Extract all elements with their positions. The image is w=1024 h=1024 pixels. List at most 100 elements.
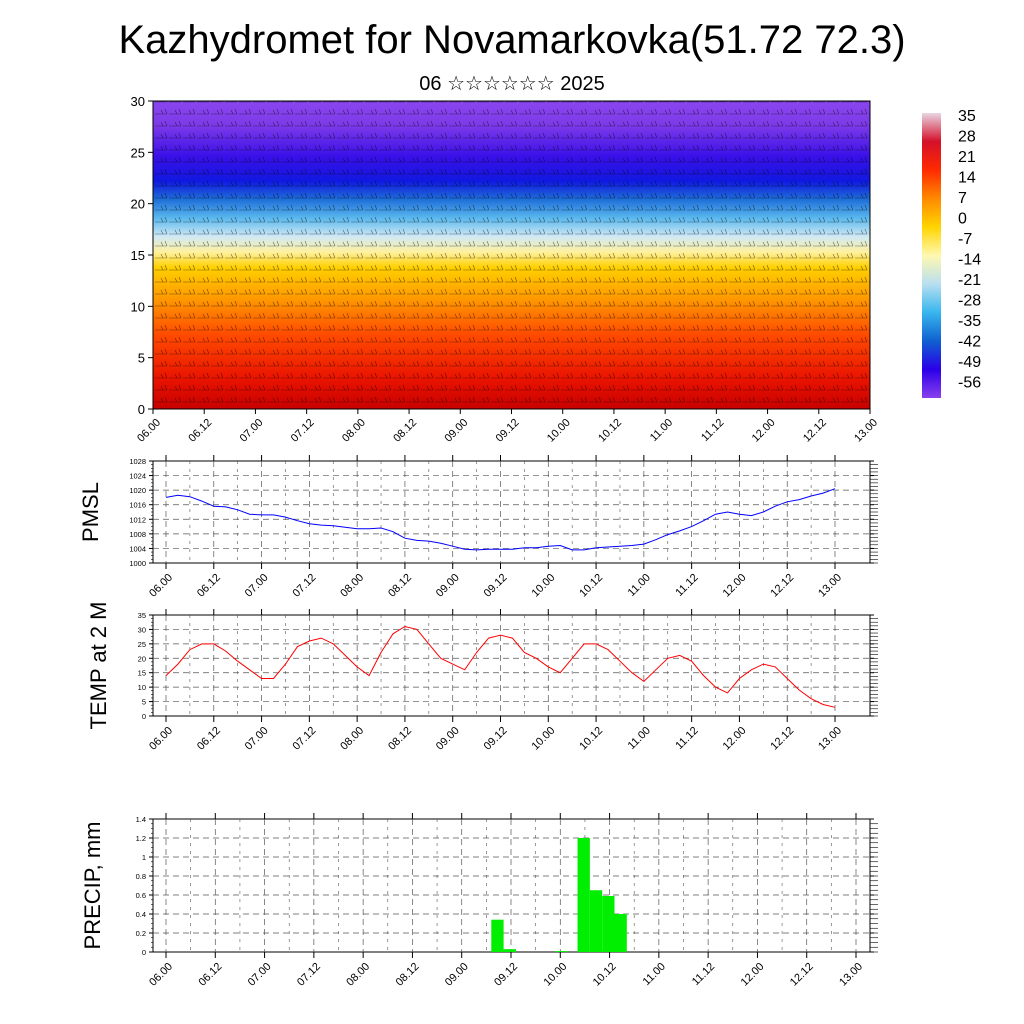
y-tick-label: 15 — [138, 669, 146, 678]
y-tick-label: 10 — [138, 683, 146, 692]
x-tick-label: 12.00 — [739, 961, 767, 989]
x-tick-label: 08.00 — [344, 961, 372, 989]
y-tick-label: 25 — [131, 145, 145, 160]
x-tick-label: 13.00 — [816, 725, 844, 753]
x-tick-label: 09.12 — [482, 725, 510, 753]
y-tick-label: 35 — [138, 611, 146, 620]
y-tick-label: 0 — [142, 948, 146, 957]
plot-frame — [152, 818, 871, 953]
x-tick-label: 11.12 — [673, 725, 700, 752]
x-tick-label: 09.12 — [494, 417, 522, 445]
precip-bar — [614, 914, 627, 952]
colorbar-label: -42 — [958, 334, 981, 351]
precip-bar — [602, 895, 615, 952]
x-tick-label: 09.00 — [434, 725, 462, 753]
colorbar-label: 14 — [958, 170, 976, 187]
x-tick-label: 12.00 — [721, 572, 749, 600]
x-tick-label: 08.00 — [338, 572, 366, 600]
x-tick-label: 11.00 — [626, 572, 653, 599]
y-tick-label: 1000 — [129, 559, 146, 568]
precip-bar — [503, 949, 516, 952]
x-tick-label: 10.12 — [577, 725, 605, 753]
x-tick-label: 07.00 — [243, 725, 271, 753]
x-tick-label: 06.12 — [195, 572, 223, 600]
x-tick-label: 09.12 — [492, 961, 520, 989]
x-tick-label: 07.00 — [238, 417, 266, 445]
y-tick-label: 5 — [138, 351, 145, 366]
temp-panel: 0 5 10 15 20 25 30 35 06.00 06.12 07.00 07.12 08.00 0… — [86, 602, 878, 753]
y-tick-label: 10 — [131, 299, 145, 314]
y-tick-label: 1020 — [129, 486, 146, 495]
y-tick-label: 15 — [131, 248, 145, 263]
y-tick-label: 5 — [142, 698, 146, 707]
x-tick-label: 06.00 — [147, 725, 175, 753]
series-line — [165, 625, 836, 708]
x-tick-label: 07.12 — [291, 725, 319, 753]
y-tick-label: 0.6 — [136, 891, 146, 900]
x-tick-label: 12.12 — [801, 417, 829, 445]
plot-frame — [152, 614, 871, 717]
y-axis-label: PRECIP, mm — [80, 822, 105, 950]
x-tick-label: 10.12 — [577, 572, 605, 600]
precip-bar — [491, 919, 504, 952]
x-tick-label: 10.00 — [541, 961, 569, 989]
y-tick-label: 1024 — [129, 472, 146, 481]
colorbar: 35 28 21 14 7 0 -7 -14 -21 -28 -35 -42 -49 -56 — [922, 108, 981, 398]
x-tick-label: 13.00 — [837, 961, 865, 989]
series-line — [165, 488, 836, 551]
colorbar-label: 21 — [958, 149, 976, 166]
y-tick-label: 1.4 — [136, 815, 146, 824]
x-tick-label: 11.12 — [699, 417, 726, 444]
colorbar-label: -28 — [958, 293, 981, 310]
x-tick-label: 06.12 — [196, 961, 224, 989]
y-tick-label: 25 — [138, 640, 146, 649]
y-tick-label: 1016 — [129, 501, 146, 510]
y-tick-label: 1008 — [129, 530, 146, 539]
colorbar-label: -21 — [958, 272, 981, 289]
y-axis-label: PMSL — [78, 482, 103, 542]
y-tick-label: 1.2 — [136, 834, 146, 843]
x-tick-label: 09.12 — [482, 572, 510, 600]
cross-section-panel: 0 5 10 15 20 25 30 06.00 06.12 07.00 07.12 08.00 08.… — [131, 94, 881, 445]
x-tick-label: 10.00 — [529, 572, 557, 600]
x-tick-label: 12.12 — [788, 961, 816, 989]
x-tick-label: 07.00 — [243, 572, 271, 600]
pmsl-panel: 1000 1004 1008 1012 1016 1020 1024 1028 06.00 06.… — [78, 455, 878, 600]
x-tick-label: 13.00 — [852, 417, 880, 445]
x-tick-label: 09.00 — [443, 961, 471, 989]
y-tick-label: 0.8 — [136, 872, 146, 881]
x-tick-label: 06.00 — [135, 417, 163, 445]
x-tick-label: 11.12 — [673, 572, 700, 599]
colorbar-gradient — [922, 113, 941, 398]
x-tick-label: 10.00 — [529, 725, 557, 753]
x-tick-label: 11.00 — [648, 417, 675, 444]
x-tick-label: 07.12 — [289, 417, 317, 445]
x-tick-label: 11.00 — [641, 961, 668, 988]
colorbar-label: 28 — [958, 129, 976, 146]
x-tick-label: 12.00 — [721, 725, 749, 753]
y-tick-label: 0 — [142, 712, 146, 721]
x-tick-label: 08.12 — [386, 572, 414, 600]
y-tick-label: 0 — [138, 402, 145, 417]
x-tick-label: 13.00 — [816, 572, 844, 600]
y-tick-label: 1028 — [129, 457, 146, 466]
colorbar-label: -56 — [958, 375, 981, 392]
x-tick-label: 10.12 — [596, 417, 624, 445]
x-tick-label: 08.00 — [338, 725, 366, 753]
chart-subtitle: 06 ☆☆☆☆☆☆ 2025 — [419, 73, 605, 95]
x-tick-label: 09.00 — [434, 572, 462, 600]
wind-barbs — [153, 101, 870, 409]
x-tick-label: 08.00 — [340, 417, 368, 445]
x-tick-label: 06.12 — [186, 417, 214, 445]
x-tick-label: 12.12 — [768, 725, 796, 753]
x-tick-label: 11.12 — [690, 961, 717, 988]
precip-bar — [589, 890, 603, 952]
precip-bar — [577, 838, 590, 952]
x-tick-label: 07.12 — [295, 961, 323, 989]
x-tick-label: 10.12 — [591, 961, 619, 989]
chart-title: Kazhydromet for Novamarkovka(51.72 72.3) — [118, 18, 906, 62]
y-tick-label: 0.4 — [136, 910, 146, 919]
y-axis-label: TEMP at 2 M — [86, 602, 111, 730]
x-tick-label: 08.12 — [386, 725, 414, 753]
